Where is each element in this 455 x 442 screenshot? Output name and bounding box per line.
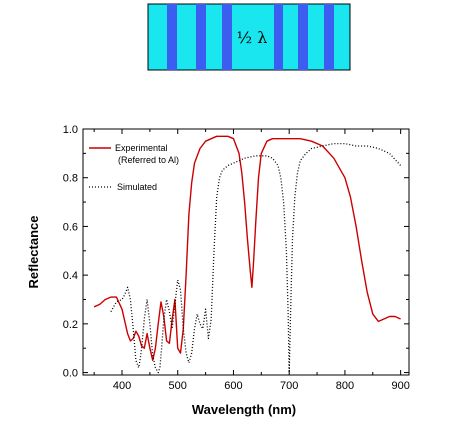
y-tick-label: 1.0 — [63, 124, 78, 136]
stack-label: ½ λ — [237, 28, 268, 47]
stack-background — [147, 3, 351, 71]
x-tick-label: 700 — [280, 380, 298, 392]
series-line-experimental — [93, 135, 401, 362]
x-tick-label: 600 — [224, 380, 242, 392]
x-tick-label: 800 — [336, 380, 354, 392]
legend-label-simulated: Simulated — [117, 182, 157, 192]
multilayer-stack-schematic: ½ λ — [147, 3, 351, 71]
y-tick-label: 0.4 — [63, 270, 78, 282]
stack-stripe — [298, 4, 308, 70]
x-axis-title: Wavelength (nm) — [192, 402, 296, 417]
y-tick-label: 0.8 — [63, 173, 78, 185]
legend: Experimental (Referred to Al) Simulated — [89, 143, 179, 192]
stack-stripe — [196, 4, 206, 70]
data-lines — [93, 135, 402, 374]
stack-stripe — [167, 4, 177, 70]
axis-ticks: 400 500 600 700 800 900 0.0 0.2 0.4 0.6 0.8 1.0 — [63, 124, 410, 392]
stack-stripe — [324, 4, 334, 70]
x-tick-label: 900 — [391, 380, 409, 392]
y-tick-label: 0.0 — [63, 368, 78, 380]
y-tick-label: 0.6 — [63, 221, 78, 233]
x-tick-label: 500 — [169, 380, 187, 392]
y-tick-label: 0.2 — [63, 319, 78, 331]
y-axis-title: Reflectance — [26, 216, 41, 289]
legend-label-experimental: Experimental — [115, 143, 168, 153]
plot-frame — [82, 128, 410, 376]
series-line-simulated — [110, 142, 402, 374]
stack-stripe — [274, 4, 283, 70]
legend-label-experimental-note: (Referred to Al) — [118, 155, 179, 165]
x-tick-label: 400 — [113, 380, 131, 392]
stack-stripe — [222, 4, 232, 70]
